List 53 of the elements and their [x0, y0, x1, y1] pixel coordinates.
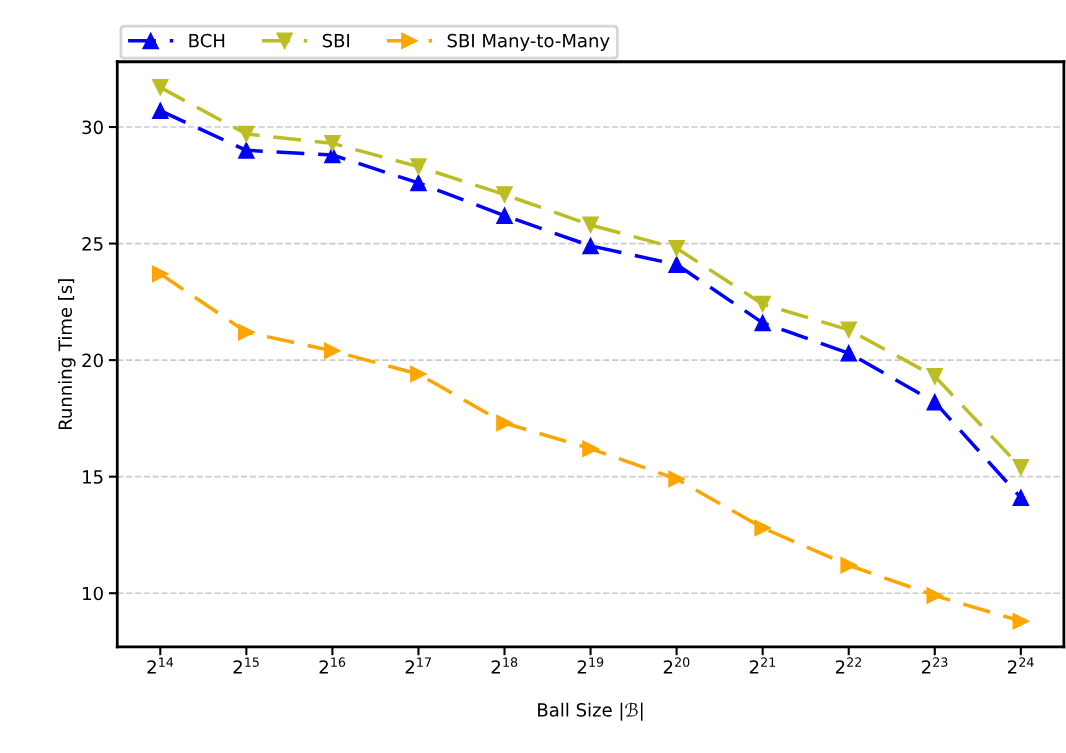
point	[496, 207, 513, 224]
point	[668, 470, 685, 488]
point	[582, 216, 599, 234]
point	[410, 158, 427, 175]
point	[754, 519, 772, 537]
y-tick-label: 30	[82, 120, 103, 135]
point	[238, 323, 255, 341]
x-tick-label: 2$^{16}$	[319, 657, 346, 674]
y-axis-title: Running Time [s]	[58, 279, 76, 430]
point	[668, 239, 685, 257]
y-tick-label: 20	[82, 353, 103, 368]
legend-label: SBI Many-to-Many	[447, 33, 610, 51]
x-tick-label: 2$^{21}$	[749, 657, 776, 674]
point	[926, 393, 944, 411]
x-tick-label: 2$^{23}$	[921, 657, 948, 674]
point	[926, 368, 944, 385]
point	[238, 125, 255, 143]
x-tick-label: 2$^{15}$	[233, 657, 259, 674]
point	[840, 556, 858, 574]
point	[151, 265, 169, 283]
point	[582, 440, 599, 458]
point	[840, 344, 858, 362]
point	[1012, 459, 1030, 476]
point	[1012, 489, 1030, 506]
point	[496, 186, 513, 203]
point	[754, 314, 772, 332]
legend-label: BCH	[189, 33, 225, 48]
x-tick-label: 2$^{18}$	[491, 657, 518, 674]
y-tick-label: 25	[82, 237, 103, 251]
x-tick-label: 2$^{22}$	[835, 657, 862, 674]
x-axis-title: Ball Size |ℬ|	[538, 702, 643, 721]
point	[151, 102, 169, 120]
x-tick-label: 2$^{20}$	[663, 657, 690, 674]
point	[324, 342, 341, 360]
point	[926, 587, 944, 604]
point	[496, 414, 513, 432]
x-tick-label: 2$^{17}$	[405, 657, 431, 674]
y-tick-label: 10	[83, 586, 103, 601]
point	[840, 321, 858, 339]
point	[1012, 612, 1030, 630]
point	[668, 256, 685, 273]
point	[410, 365, 427, 383]
point	[754, 295, 772, 313]
x-tick-label: 2$^{14}$	[147, 657, 174, 674]
legend-label: SBI	[322, 33, 350, 48]
point	[151, 79, 169, 96]
point	[410, 174, 427, 192]
x-tick-label: 2$^{19}$	[577, 657, 604, 674]
point	[582, 237, 599, 255]
point	[238, 141, 255, 159]
x-tick-label: 2$^{24}$	[1007, 657, 1034, 674]
y-tick-label: 15	[83, 470, 103, 484]
point	[324, 134, 341, 152]
